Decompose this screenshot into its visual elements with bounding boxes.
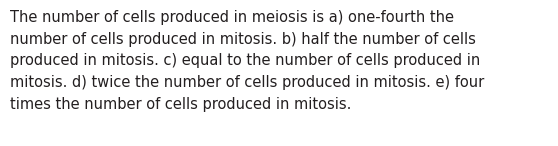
Text: The number of cells produced in meiosis is a) one-fourth the
number of cells pro: The number of cells produced in meiosis … bbox=[10, 10, 484, 112]
